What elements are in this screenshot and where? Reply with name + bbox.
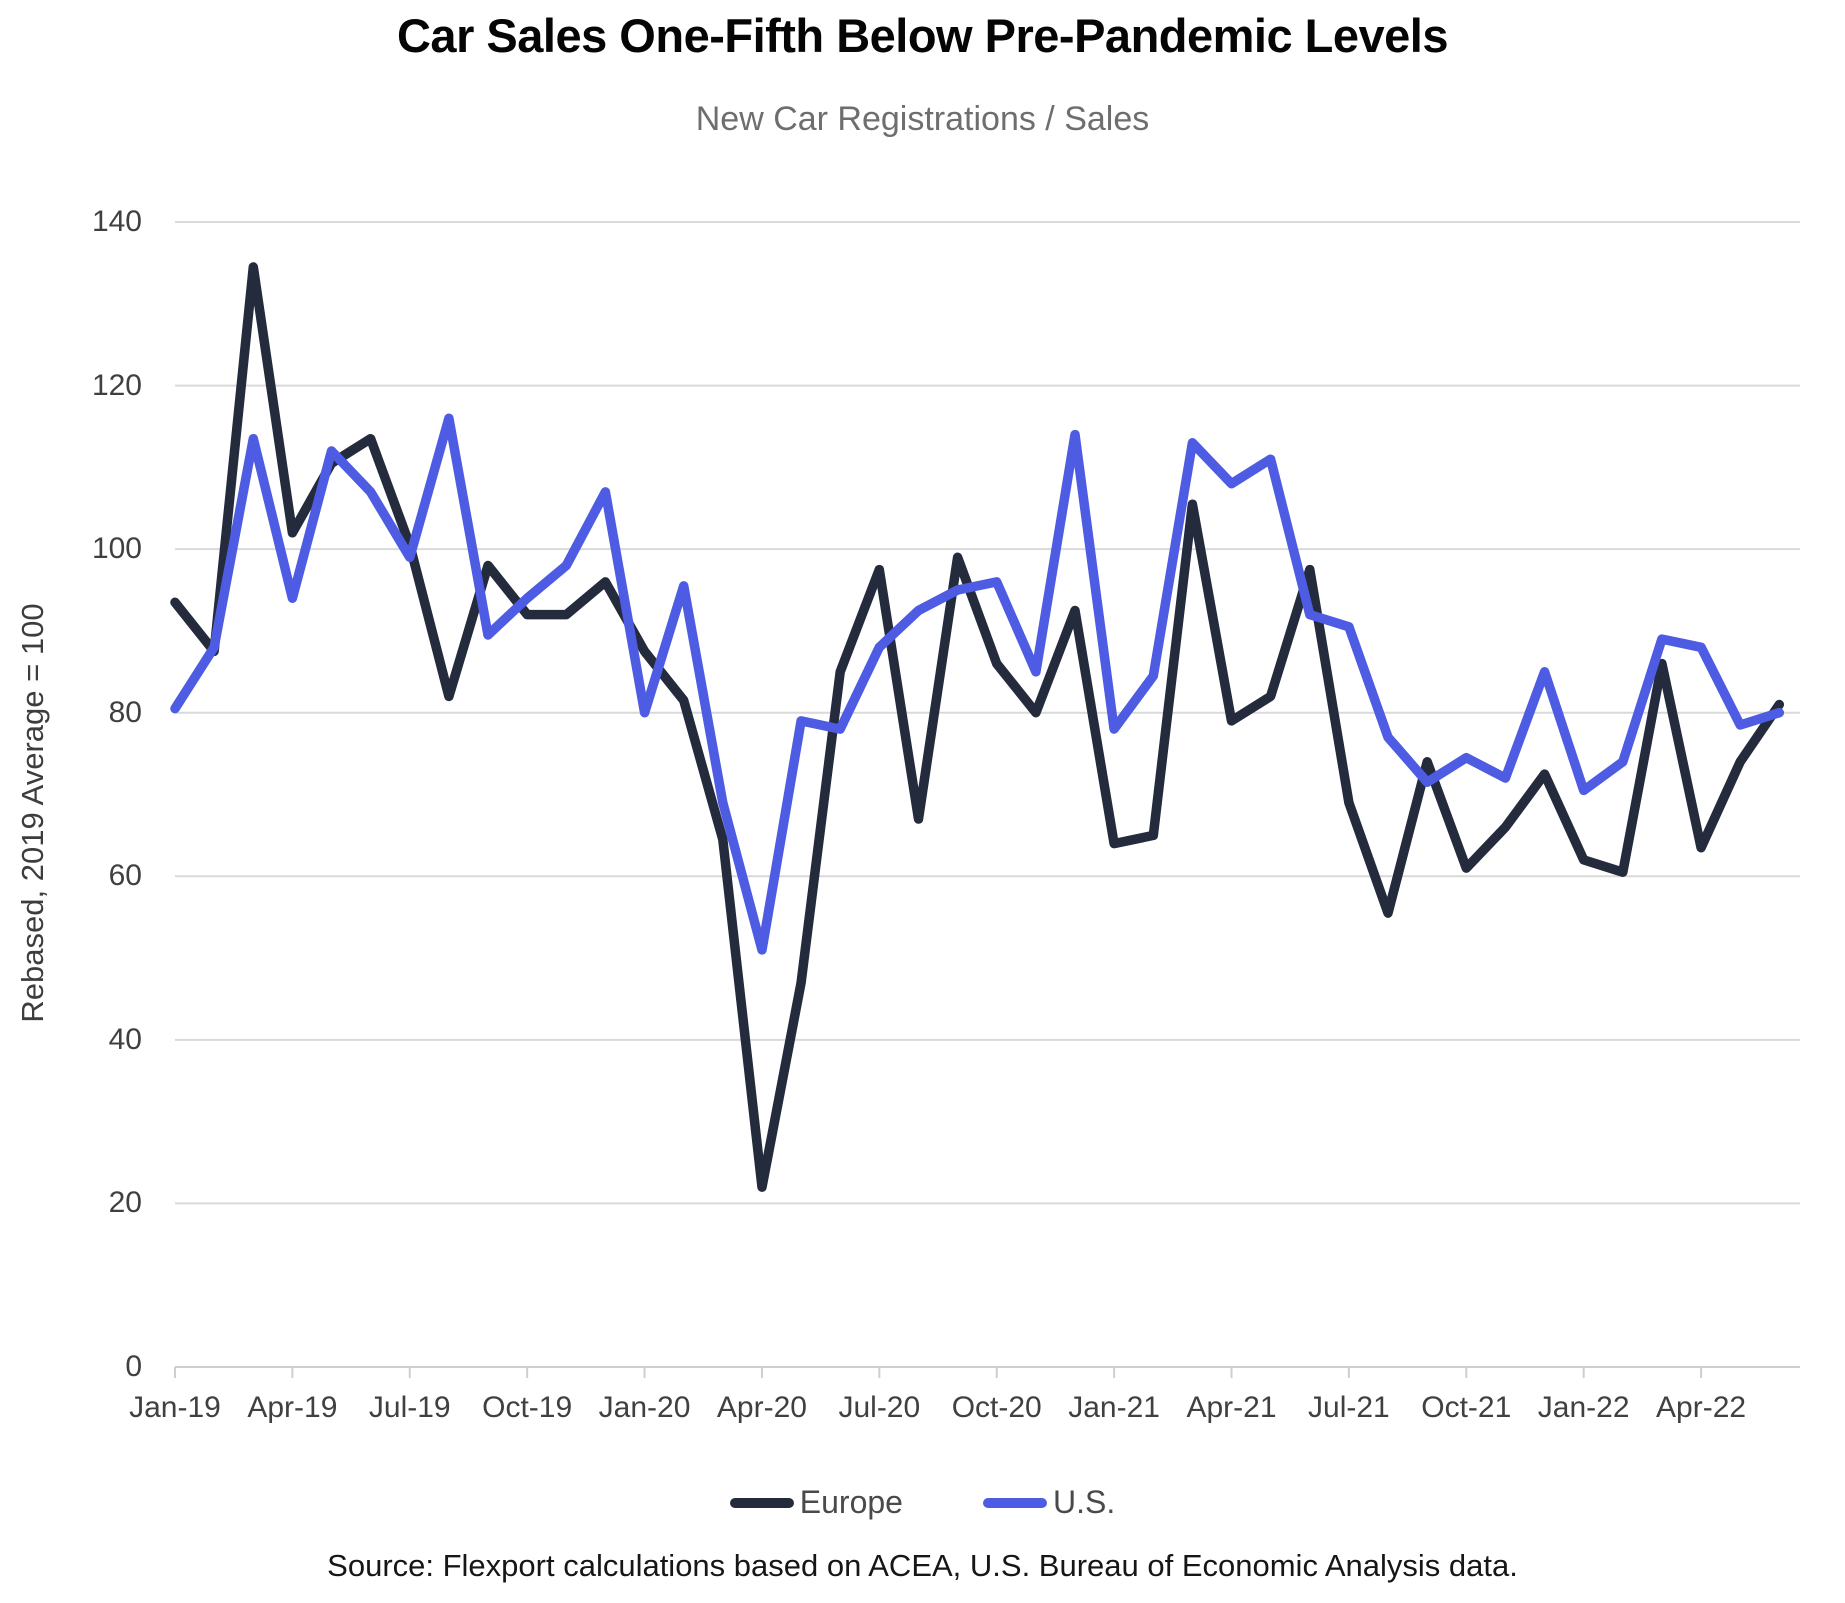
x-tick-label: Jan-22 <box>1537 1391 1630 1424</box>
x-tick-label: Apr-22 <box>1656 1391 1747 1424</box>
europe-line <box>170 262 1785 1192</box>
y-axis-title: Rebased, 2019 Average = 100 <box>15 603 50 1023</box>
x-tick-label: Jan-19 <box>129 1391 221 1424</box>
legend-item-us: U.S. <box>982 1484 1116 1521</box>
x-tick-label: Jul-20 <box>838 1391 921 1424</box>
chart-subtitle: New Car Registrations / Sales <box>695 100 1150 138</box>
y-tick-label: 80 <box>108 695 142 729</box>
x-tick-label: Apr-21 <box>1186 1391 1277 1424</box>
x-tick-label: Jan-21 <box>1068 1391 1160 1424</box>
x-tick-label: Oct-20 <box>951 1391 1042 1424</box>
legend-item-europe: Europe <box>729 1484 903 1521</box>
x-tick-label: Jan-20 <box>598 1391 691 1424</box>
chart-title: Car Sales One-Fifth Below Pre-Pandemic L… <box>396 9 1449 62</box>
y-tick-label: 100 <box>91 532 142 566</box>
legend: Europe U.S. <box>0 1484 1845 1521</box>
y-tick-label: 120 <box>91 368 142 402</box>
y-tick-label: 60 <box>108 859 142 893</box>
us-line <box>170 413 1785 955</box>
x-tick-label: Jul-19 <box>368 1391 451 1424</box>
x-tick-label: Apr-19 <box>247 1391 338 1424</box>
x-tick-label: Apr-20 <box>716 1391 807 1424</box>
y-tick-label: 40 <box>108 1022 142 1056</box>
legend-label-us: U.S. <box>1052 1484 1116 1520</box>
europe-line-swatch <box>729 1497 794 1508</box>
x-tick-label: Jul-21 <box>1308 1391 1390 1424</box>
x-tick-label: Oct-19 <box>482 1391 573 1424</box>
legend-label-europe: Europe <box>799 1484 903 1520</box>
y-tick-label: 140 <box>91 204 142 238</box>
source-note: Source: Flexport calculations based on A… <box>327 1548 1518 1583</box>
x-tick-label: Oct-21 <box>1421 1391 1512 1424</box>
us-line-swatch <box>982 1497 1047 1508</box>
y-tick-label: 20 <box>108 1186 142 1220</box>
y-tick-label: 0 <box>125 1350 142 1383</box>
